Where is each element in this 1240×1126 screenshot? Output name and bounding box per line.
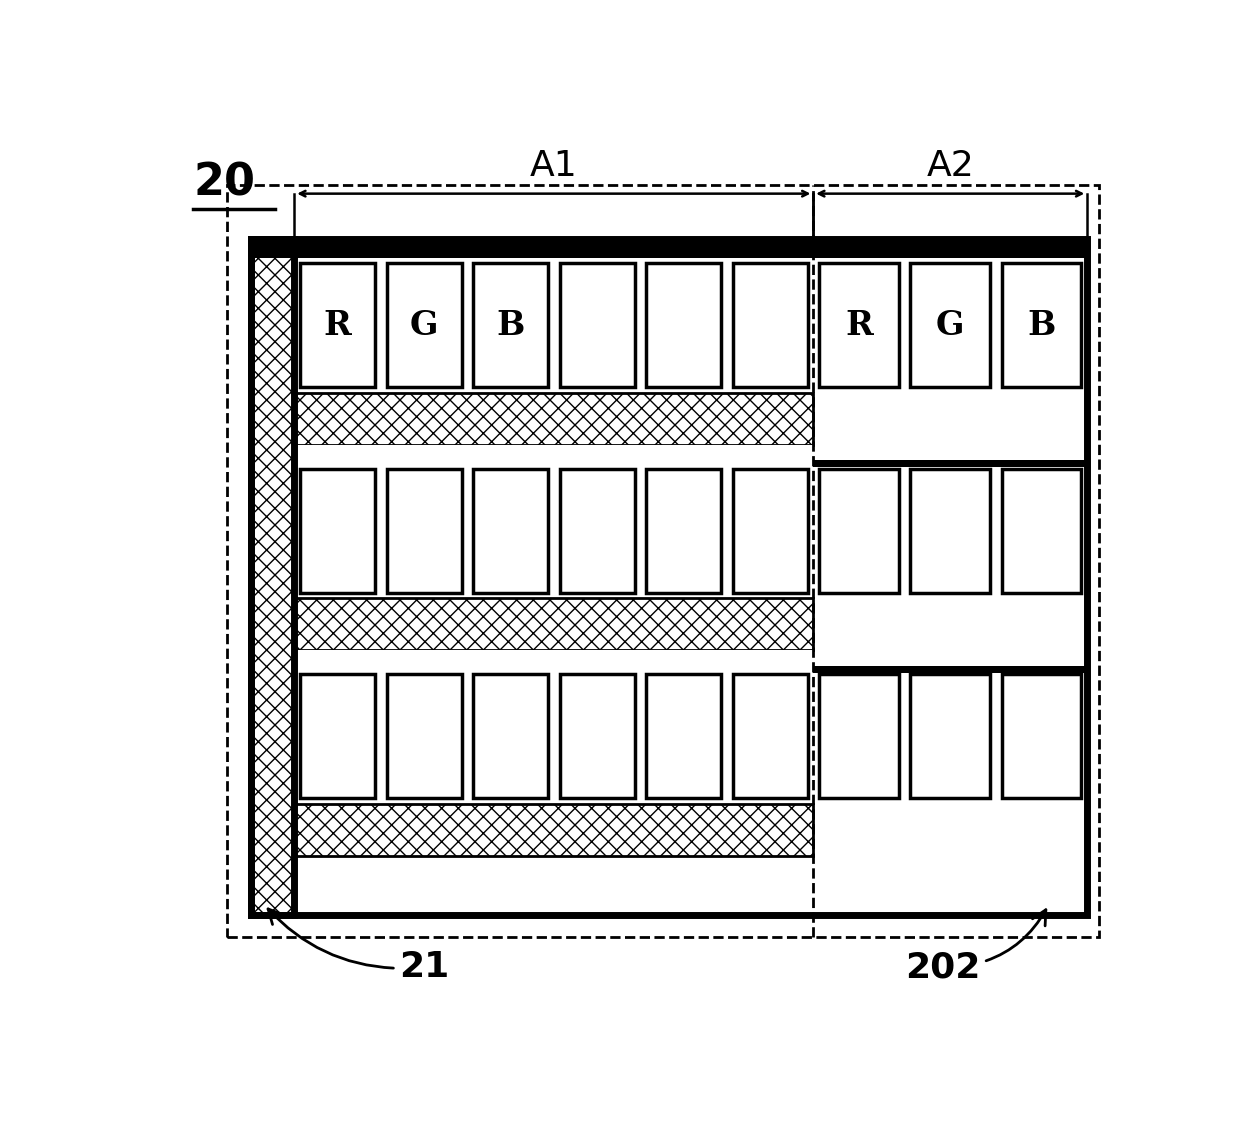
Bar xyxy=(300,674,374,798)
Bar xyxy=(300,263,374,387)
Bar xyxy=(250,894,1087,915)
Bar xyxy=(910,263,990,387)
Bar xyxy=(820,468,899,593)
Bar xyxy=(813,461,1087,467)
Bar xyxy=(813,669,1087,804)
Bar xyxy=(733,674,807,798)
Bar xyxy=(474,468,548,593)
Bar xyxy=(646,263,720,387)
Bar xyxy=(474,263,548,387)
Text: R: R xyxy=(324,309,351,342)
Text: A1: A1 xyxy=(529,150,578,184)
Text: G: G xyxy=(936,309,965,342)
Bar xyxy=(813,669,1087,856)
Bar xyxy=(733,468,807,593)
Bar xyxy=(294,258,813,393)
Bar xyxy=(294,669,813,804)
Bar xyxy=(294,598,813,650)
Bar xyxy=(227,185,1099,937)
Bar xyxy=(646,468,720,593)
Bar xyxy=(294,650,813,669)
Bar xyxy=(250,239,294,915)
Bar xyxy=(387,468,461,593)
Bar xyxy=(387,263,461,387)
Text: G: G xyxy=(410,309,438,342)
Bar xyxy=(813,258,1087,464)
Bar xyxy=(646,674,720,798)
Text: 202: 202 xyxy=(905,910,1045,984)
Bar xyxy=(1002,263,1081,387)
Bar xyxy=(910,674,990,798)
Text: B: B xyxy=(496,309,525,342)
Bar xyxy=(250,239,1087,915)
Bar xyxy=(820,263,899,387)
Bar xyxy=(910,468,990,593)
Bar xyxy=(559,468,635,593)
Bar xyxy=(474,674,548,798)
Bar xyxy=(294,393,813,445)
Bar xyxy=(250,239,1087,258)
Bar xyxy=(813,464,1087,669)
Bar xyxy=(813,258,1087,393)
Bar xyxy=(294,804,813,856)
Bar xyxy=(294,445,813,464)
Bar xyxy=(559,674,635,798)
Text: A2: A2 xyxy=(926,150,975,184)
Text: 21: 21 xyxy=(268,909,449,984)
Text: R: R xyxy=(844,309,873,342)
Bar xyxy=(387,674,461,798)
Bar xyxy=(1002,674,1081,798)
Bar xyxy=(1002,468,1081,593)
Bar xyxy=(813,665,1087,672)
Bar xyxy=(250,239,1087,915)
Bar xyxy=(820,674,899,798)
Bar xyxy=(559,263,635,387)
Bar xyxy=(813,464,1087,598)
Text: 20: 20 xyxy=(193,161,255,204)
Bar xyxy=(300,468,374,593)
Text: B: B xyxy=(1027,309,1055,342)
Bar xyxy=(294,464,813,598)
Bar xyxy=(733,263,807,387)
